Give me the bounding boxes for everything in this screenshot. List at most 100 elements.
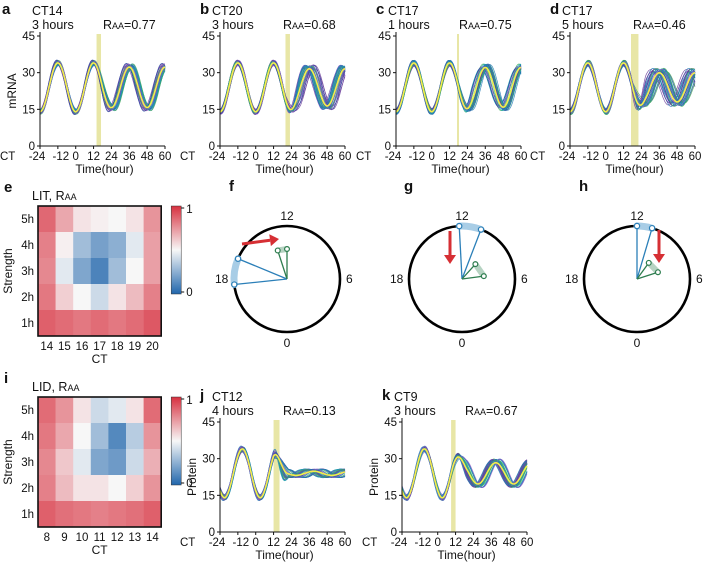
y-tick-label: 15: [202, 104, 215, 116]
heatmap-cell: [55, 206, 74, 233]
ct-label-d: CT17: [562, 4, 593, 18]
heatmap-y-label: 3h: [21, 266, 34, 278]
panel-g-clock: g 12 6 0 18: [390, 178, 528, 350]
heatmap-x-label: 20: [146, 341, 159, 353]
panel-e-heatmap: e LIT, RAA 5h 4h 3h 2h 1h 14 15 16 17 18 19 20 CT Stren…: [1, 179, 193, 366]
phase-marker-green: [645, 259, 652, 266]
y-tick-label: 45: [384, 417, 397, 429]
clock-label-6: 6: [346, 272, 353, 286]
heatmap-y-label: 4h: [21, 240, 34, 252]
x-tick-label: 60: [515, 151, 528, 163]
heatmap-cell: [38, 397, 56, 424]
phase-marker-blue: [477, 226, 485, 233]
raa-label-j: RAA=0.13: [283, 404, 336, 418]
heatmap-y-label: 1h: [21, 318, 34, 330]
x-tick-label: 36: [303, 537, 316, 549]
ct-label-c: CT17: [388, 4, 419, 18]
heatmap-frame-e: [37, 205, 162, 337]
heatmap-y-label: 2h: [21, 292, 34, 304]
heatmap-cell: [73, 423, 92, 450]
heatmap-x-label: 12: [111, 532, 124, 544]
heatmap-cell: [108, 449, 127, 476]
panel-letter-k: k: [382, 387, 391, 404]
heatmap-y-label: 3h: [21, 457, 34, 469]
x-tick-label: 0: [603, 151, 609, 163]
phase-marker-blue: [234, 255, 242, 262]
heatmap-cell: [90, 284, 109, 311]
mean-line-a: [39, 62, 166, 113]
panel-letter-h: h: [579, 178, 588, 195]
heatmap-cell: [90, 258, 109, 285]
heatmap-cell: [73, 310, 92, 337]
y-tick-label: 0: [559, 141, 565, 153]
phase-vector-blue: [234, 278, 288, 286]
x-tick-label: 60: [689, 151, 702, 163]
phase-marker-blue: [648, 224, 656, 232]
pulse-band-b: [285, 34, 290, 146]
y-axis-title-j: Protein: [185, 458, 199, 496]
heatmap-cell: [126, 423, 144, 450]
phase-vector-green: [277, 250, 288, 280]
heatmap-cell: [73, 397, 92, 424]
x-tick-label: 12: [87, 151, 100, 163]
spread-arc-outer: [230, 255, 242, 289]
x-axis-title-k: Time(hour): [437, 548, 495, 562]
trajectory-line: [39, 60, 166, 115]
x-tick-label: -12: [233, 151, 250, 163]
heatmap-y-label: 4h: [21, 431, 34, 443]
heatmap-cell: [108, 232, 127, 259]
raa-label-c: RAA=0.75: [459, 18, 512, 32]
clock-label-0: 0: [284, 336, 291, 350]
phase-vector-blue: [461, 229, 482, 280]
colorbar-e: [170, 205, 182, 295]
heatmap-cell: [90, 449, 109, 476]
heatmap-title-i: LID, RAA: [32, 380, 79, 394]
x-axis-title-a: Time(hour): [75, 162, 133, 176]
heatmap-title-e: LIT, RAA: [32, 189, 77, 203]
heatmap-cell: [55, 449, 74, 476]
mean-line-d: [569, 62, 696, 113]
heatmap-cell: [55, 475, 74, 502]
heatmap-cell: [90, 423, 109, 450]
heatmap-cell: [126, 475, 144, 502]
heatmap-cell: [90, 310, 109, 337]
trajectory-line: [219, 60, 346, 115]
x-axis-title-b: Time(hour): [255, 162, 313, 176]
heatmap-x-label: 10: [76, 532, 89, 544]
raa-label-b: RAA=0.68: [283, 18, 336, 32]
x-tick-label: 36: [653, 151, 666, 163]
heatmap-cell: [126, 284, 144, 311]
heatmap-cell: [90, 206, 109, 233]
heatmap-x-label: 11: [94, 532, 106, 544]
y-tick-label: 30: [378, 68, 391, 80]
heatmap-y-label: 2h: [21, 483, 34, 495]
phase-vector-green: [461, 263, 476, 280]
x-tick-label: 24: [461, 151, 474, 163]
panel-letter-i: i: [4, 370, 8, 387]
heatmap-cell: [143, 284, 162, 311]
ct-label-a: CT14: [32, 4, 63, 18]
heatmap-cell: [126, 206, 144, 233]
heatmap-cell: [90, 232, 109, 259]
heatmap-cell: [38, 501, 56, 528]
mean-line-c: [395, 62, 522, 113]
pulse-band-k: [451, 420, 456, 532]
x-tick-label: 60: [521, 537, 534, 549]
heatmap-cell: [90, 501, 109, 528]
x-tick-label: 12: [449, 537, 462, 549]
heatmap-cell: [55, 232, 74, 259]
y-tick-label: 0: [391, 527, 397, 539]
x-tick-label: 36: [303, 151, 316, 163]
x-tick-label: -12: [583, 151, 600, 163]
y-tick-label: 30: [22, 68, 35, 80]
x-tick-label: 60: [159, 151, 172, 163]
heatmap-cell: [73, 475, 92, 502]
y-tick-label: 45: [202, 417, 215, 429]
heatmap-y-title-i: Strength: [1, 439, 15, 484]
heatmap-cell: [38, 423, 56, 450]
heatmap-cell: [143, 206, 162, 233]
heatmap-cell: [143, 475, 162, 502]
heatmap-cell: [108, 397, 127, 424]
